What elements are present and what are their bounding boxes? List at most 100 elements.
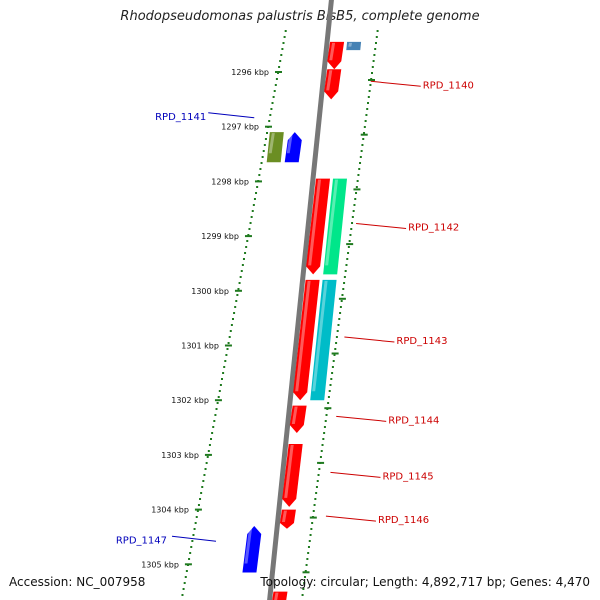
track-dot	[202, 480, 205, 482]
track-dot	[332, 360, 335, 362]
tick-mark	[317, 461, 325, 464]
track-dot	[334, 348, 337, 350]
track-dot	[250, 216, 253, 218]
track-dot	[238, 282, 241, 284]
track-dot	[369, 84, 372, 86]
track-dot	[338, 318, 341, 320]
track-dot	[375, 36, 378, 38]
tick-label: 1296 kbp	[231, 68, 269, 77]
gene-rpd-1142[interactable]	[306, 178, 331, 275]
track-dot	[284, 30, 287, 32]
track-dot	[184, 576, 187, 578]
track-dot	[309, 534, 312, 536]
gene-label-rpd-1145[interactable]: RPD_1145	[382, 471, 433, 482]
track-dot	[355, 192, 358, 194]
gene-rpd-1143[interactable]	[293, 279, 320, 401]
track-dot	[374, 42, 377, 44]
track-dot	[317, 474, 320, 476]
gene-rpd-1140[interactable]	[324, 69, 342, 100]
track-dot	[240, 270, 243, 272]
track-dot	[253, 198, 256, 200]
track-dot	[328, 390, 331, 392]
gene-label-rpd-1140[interactable]: RPD_1140	[423, 80, 474, 91]
track-dot	[313, 504, 316, 506]
gene-label-rpd-1141[interactable]: RPD_1141	[155, 112, 206, 123]
gene-rpd-1144[interactable]	[289, 405, 307, 434]
track-dot	[270, 108, 273, 110]
track-dot	[201, 486, 204, 488]
track-dot	[228, 336, 231, 338]
track-dot	[231, 318, 234, 320]
gene-label-rpd-1142[interactable]: RPD_1142	[408, 223, 459, 234]
label-leader-line	[171, 535, 217, 542]
track-dot	[282, 42, 285, 44]
track-dot	[218, 390, 221, 392]
track-dot	[196, 510, 199, 512]
tick-mark	[360, 133, 368, 136]
track-dot	[224, 360, 227, 362]
track-dot	[354, 198, 357, 200]
tick-label: 1303 kbp	[161, 451, 199, 460]
gene-label-rpd-1146[interactable]: RPD_1146	[378, 515, 429, 526]
track-dot	[210, 438, 213, 440]
gene-labels: RPD_1140 RPD_1141 RPD_1142 RPD_1143 RPD_1144…	[116, 80, 474, 546]
track-dot	[242, 258, 245, 260]
tick-mark	[264, 125, 272, 128]
track-dot	[339, 306, 342, 308]
gene-feature[interactable]	[284, 132, 302, 163]
gene-label-rpd-1143[interactable]: RPD_1143	[396, 336, 447, 347]
label-leader-line	[208, 112, 255, 119]
gene-highlight	[244, 527, 253, 564]
track-dot	[329, 384, 332, 386]
tick-label: 1300 kbp	[191, 287, 229, 296]
track-dot	[340, 300, 343, 302]
track-dot	[321, 444, 324, 446]
gene-feature[interactable]	[346, 41, 362, 51]
track-dot	[308, 540, 311, 542]
track-dot	[318, 468, 321, 470]
gene-rpd-1146[interactable]	[279, 509, 296, 529]
tick-mark	[204, 453, 212, 456]
track-dot	[237, 288, 240, 290]
track-dot	[357, 174, 360, 176]
track-dot	[336, 330, 339, 332]
accession-label: Accession: NC_007958	[9, 575, 146, 589]
gene-feature[interactable]	[327, 41, 345, 70]
gene-label-rpd-1147[interactable]: RPD_1147	[116, 535, 167, 546]
track-dot	[353, 204, 356, 206]
track-dot	[302, 588, 305, 590]
tick-mark	[346, 243, 354, 246]
track-dot	[264, 138, 267, 140]
track-dot	[307, 546, 310, 548]
gene-rpd-1145[interactable]	[282, 443, 303, 507]
gene-label-rpd-1144[interactable]: RPD_1144	[388, 415, 439, 426]
gene-feature[interactable]	[323, 178, 348, 275]
gene-rpd-1147[interactable]	[242, 526, 262, 573]
track-dot	[303, 576, 306, 578]
topology-label: Topology: circular; Length: 4,892,717 bp…	[260, 575, 590, 589]
tick-label: 1302 kbp	[171, 396, 209, 405]
gene-rpd-1141[interactable]	[266, 132, 284, 163]
track-dot	[251, 210, 254, 212]
track-dot	[367, 102, 370, 104]
track-dot	[233, 312, 236, 314]
track-dot	[214, 414, 217, 416]
track-dot	[191, 540, 194, 542]
tick-label: 1298 kbp	[211, 177, 249, 186]
track-dot	[246, 240, 249, 242]
gene-highlight	[308, 179, 322, 266]
track-dot	[249, 222, 252, 224]
track-dot	[356, 180, 359, 182]
track-dot	[304, 570, 307, 572]
track-dot	[283, 36, 286, 38]
track-dot	[203, 474, 206, 476]
tick-mark	[302, 571, 310, 574]
gene-feature[interactable]	[310, 279, 337, 401]
gene-feature[interactable]	[272, 591, 288, 600]
tick-label: 1305 kbp	[141, 560, 179, 569]
gene-highlight	[284, 444, 294, 498]
tick-mark	[331, 352, 339, 355]
track-dot	[327, 396, 330, 398]
track-dot	[226, 348, 229, 350]
